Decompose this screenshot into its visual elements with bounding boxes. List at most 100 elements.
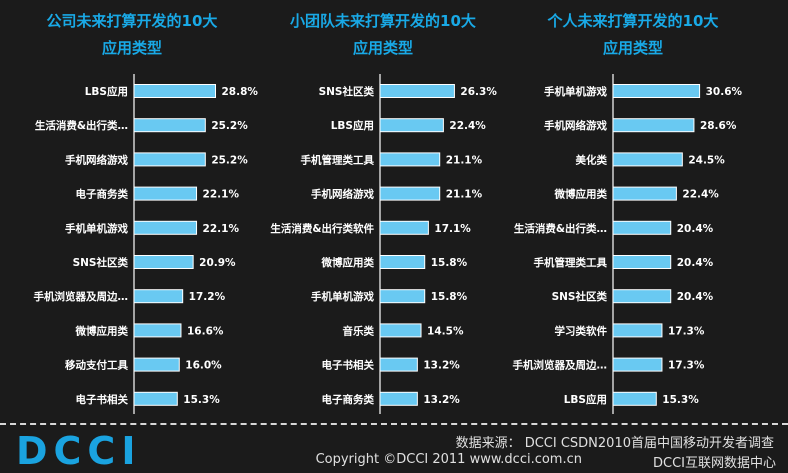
chart1-category-label-3: 手机网络游戏 xyxy=(65,153,128,166)
chart1-category-label-10: 电子书相关 xyxy=(76,393,129,406)
chart3-value-label-1: 30.6% xyxy=(706,86,743,98)
chart1-category-label-6: SNS社区类 xyxy=(73,256,129,269)
chart2-value-label-8: 14.5% xyxy=(427,325,464,337)
chart2-category-label-3: 手机管理类工具 xyxy=(301,153,375,166)
chart1-bar-4 xyxy=(133,186,198,201)
chart2-category-label-6: 微博应用类 xyxy=(321,256,375,269)
chart3-title: 个人未来打算开发的10大 应用类型 xyxy=(503,8,763,62)
chart2-value-label-6: 15.8% xyxy=(431,257,468,269)
chart1-value-label-5: 22.1% xyxy=(203,223,240,235)
chart1-bar-2 xyxy=(133,118,206,133)
chart2-bar-10 xyxy=(379,391,418,406)
chart2-category-label-2: LBS应用 xyxy=(331,119,374,132)
chart3-value-label-4: 22.4% xyxy=(682,189,719,201)
chart1-title-line1: 公司未来打算开发的10大 xyxy=(46,12,218,30)
chart1-category-label-1: LBS应用 xyxy=(85,85,128,98)
chart2-bar-7 xyxy=(379,289,426,304)
chart3-title-line1: 个人未来打算开发的10大 xyxy=(547,12,719,30)
chart3-value-label-9: 17.3% xyxy=(668,360,705,372)
chart2-value-label-2: 22.4% xyxy=(449,120,486,132)
org-text: DCCI互联网数据中心 xyxy=(653,456,776,471)
chart2-category-label-1: SNS社区类 xyxy=(319,85,375,98)
chart2-value-label-3: 21.1% xyxy=(446,154,483,166)
chart3-bar-3 xyxy=(612,152,683,167)
chart2-value-label-9: 13.2% xyxy=(423,360,460,372)
chart3-category-label-7: SNS社区类 xyxy=(552,290,608,303)
chart1-bar-3 xyxy=(133,152,206,167)
chart3-category-label-6: 手机管理类工具 xyxy=(534,256,608,269)
chart3-category-label-4: 微博应用类 xyxy=(554,188,608,201)
chart3-value-label-2: 28.6% xyxy=(700,120,737,132)
chart3-bar-8 xyxy=(612,323,663,338)
chart2-category-label-7: 手机单机游戏 xyxy=(311,290,374,303)
chart3-value-label-10: 15.3% xyxy=(662,394,699,406)
chart3-category-label-10: LBS应用 xyxy=(564,393,607,406)
chart1-value-label-9: 16.0% xyxy=(185,360,222,372)
data-source-text: 数据来源： DCCI CSDN2010首届中国移动开发者调查 xyxy=(455,436,774,451)
dcci-logo-text: DCCI xyxy=(16,432,141,468)
chart2-title: 小团队未来打算开发的10大 应用类型 xyxy=(253,8,513,62)
chart3-bar-5 xyxy=(612,220,672,235)
chart1-category-label-9: 移动支付工具 xyxy=(65,359,128,372)
chart2-bar-8 xyxy=(379,323,422,338)
chart3-value-label-5: 20.4% xyxy=(677,223,714,235)
chart3-title-line2: 应用类型 xyxy=(602,39,663,57)
chart2-category-label-8: 音乐类 xyxy=(343,324,375,337)
chart2-value-label-1: 26.3% xyxy=(460,86,497,98)
chart2-category-label-10: 电子商务类 xyxy=(322,393,375,406)
chart1-value-label-8: 16.6% xyxy=(187,325,224,337)
chart1-category-label-8: 微博应用类 xyxy=(75,324,129,337)
chart2-category-label-5: 生活消费&出行类软件 xyxy=(270,222,374,235)
chart1-category-label-7: 手机浏览器及周边… xyxy=(34,290,129,303)
dcci-logo: DCCI xyxy=(16,432,141,468)
chart2-bar-2 xyxy=(379,118,444,133)
chart1-bar-8 xyxy=(133,323,182,338)
chart3-value-label-3: 24.5% xyxy=(688,154,725,166)
chart1-bar-10 xyxy=(133,391,178,406)
chart3-value-label-8: 17.3% xyxy=(668,325,705,337)
chart1-bar-6 xyxy=(133,255,194,269)
chart2-bar-1 xyxy=(379,84,455,98)
footer-divider xyxy=(0,423,788,425)
chart2-value-label-4: 21.1% xyxy=(446,189,483,201)
chart2-bar-9 xyxy=(379,357,418,372)
chart1-value-label-4: 22.1% xyxy=(203,189,240,201)
chart1-bar-9 xyxy=(133,357,180,372)
chart3-bar-10 xyxy=(612,391,657,406)
chart3-bar-4 xyxy=(612,186,677,201)
chart3-value-label-7: 20.4% xyxy=(677,291,714,303)
chart3-value-label-6: 20.4% xyxy=(677,257,714,269)
chart1-value-label-7: 17.2% xyxy=(189,291,226,303)
chart2-bar-4 xyxy=(379,186,441,201)
bar-charts-svg: LBS应用 28.8% 生活消费&出行类… 25.2% 手机网络游戏 25.2% 电子商务类… xyxy=(34,74,743,414)
chart2-title-line2: 应用类型 xyxy=(352,39,413,57)
chart2-bar-6 xyxy=(379,255,426,269)
chart3-category-label-9: 手机浏览器及周边… xyxy=(513,359,608,372)
chart2-category-label-9: 电子书相关 xyxy=(322,359,375,372)
chart3-category-label-2: 手机网络游戏 xyxy=(544,119,607,132)
chart1-category-label-2: 生活消费&出行类… xyxy=(35,119,128,132)
chart3-category-label-1: 手机单机游戏 xyxy=(544,85,607,98)
copyright-text: Copyright ©DCCI 2011 www.dcci.com.cn xyxy=(315,452,582,467)
chart3-bar-1 xyxy=(612,84,701,98)
chart1-value-label-1: 28.8% xyxy=(222,86,259,98)
chart2-bar-5 xyxy=(379,220,429,235)
chart1-value-label-10: 15.3% xyxy=(183,394,220,406)
chart1-bar-5 xyxy=(133,220,198,235)
chart3-bar-7 xyxy=(612,289,672,304)
chart3-bar-9 xyxy=(612,357,663,372)
chart3-bar-6 xyxy=(612,255,672,269)
chart1-value-label-3: 25.2% xyxy=(211,154,248,166)
chart1-title-line2: 应用类型 xyxy=(101,39,162,57)
chart1-category-label-5: 手机单机游戏 xyxy=(65,222,128,235)
chart2-title-line1: 小团队未来打算开发的10大 xyxy=(290,12,476,30)
chart3-category-label-5: 生活消费&出行类… xyxy=(514,222,607,235)
chart2-value-label-10: 13.2% xyxy=(423,394,460,406)
chart1-bar-7 xyxy=(133,289,184,304)
chart2-value-label-7: 15.8% xyxy=(431,291,468,303)
chart3-bar-2 xyxy=(612,118,695,133)
chart3-category-label-8: 学习类软件 xyxy=(555,324,608,337)
chart3-category-label-3: 美化类 xyxy=(576,153,608,166)
chart1-category-label-4: 电子商务类 xyxy=(76,188,129,201)
